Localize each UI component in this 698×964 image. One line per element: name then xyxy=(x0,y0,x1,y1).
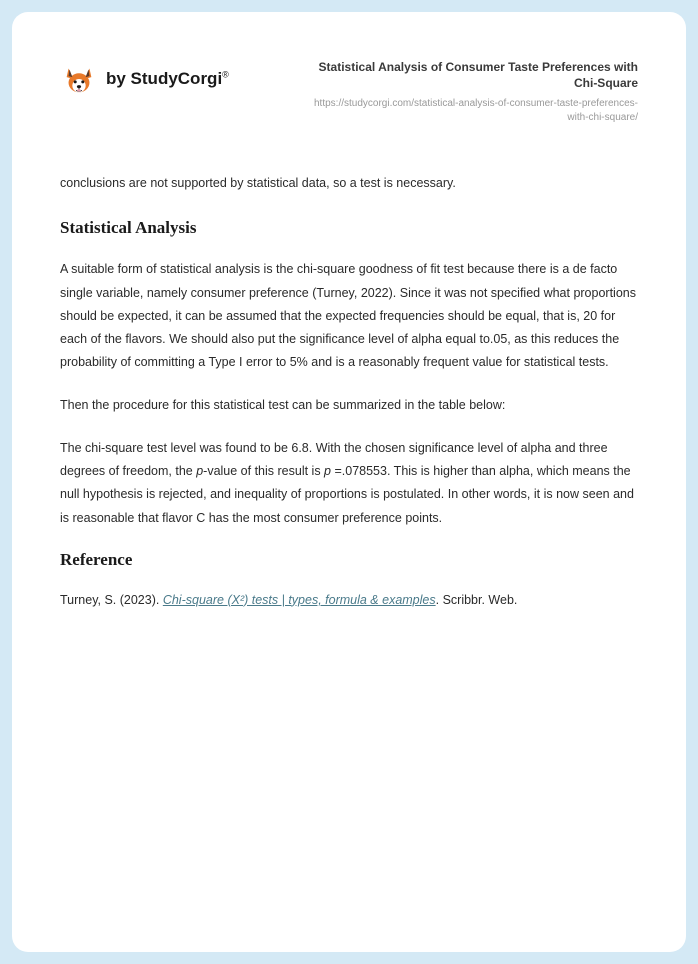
document-header: by StudyCorgi® Statistical Analysis of C… xyxy=(60,60,638,125)
corgi-logo-icon xyxy=(60,60,98,98)
logo-brand-text: by StudyCorgi xyxy=(106,69,222,88)
paragraph-1: A suitable form of statistical analysis … xyxy=(60,258,638,374)
paragraph-2: Then the procedure for this statistical … xyxy=(60,394,638,417)
logo-section: by StudyCorgi® xyxy=(60,60,229,98)
document-page: by StudyCorgi® Statistical Analysis of C… xyxy=(12,12,686,952)
intro-text: conclusions are not supported by statist… xyxy=(60,173,638,194)
ref-author: Turney, S. (2023). xyxy=(60,593,163,607)
section-heading-reference: Reference xyxy=(60,550,638,570)
para3-text-2: -value of this result is xyxy=(203,464,324,478)
document-content: conclusions are not supported by statist… xyxy=(60,173,638,611)
registered-mark: ® xyxy=(222,69,229,79)
header-meta: Statistical Analysis of Consumer Taste P… xyxy=(298,60,638,125)
ref-link[interactable]: Chi-square (Χ²) tests | types, formula &… xyxy=(163,593,436,607)
reference-citation: Turney, S. (2023). Chi-square (Χ²) tests… xyxy=(60,590,638,611)
document-title: Statistical Analysis of Consumer Taste P… xyxy=(298,60,638,91)
ref-source: . Scribbr. Web. xyxy=(436,593,518,607)
p-value-var-2: p xyxy=(324,464,331,478)
document-url: https://studycorgi.com/statistical-analy… xyxy=(298,97,638,125)
section-heading-analysis: Statistical Analysis xyxy=(60,218,638,238)
logo-text: by StudyCorgi® xyxy=(106,69,229,89)
paragraph-3: The chi-square test level was found to b… xyxy=(60,437,638,530)
